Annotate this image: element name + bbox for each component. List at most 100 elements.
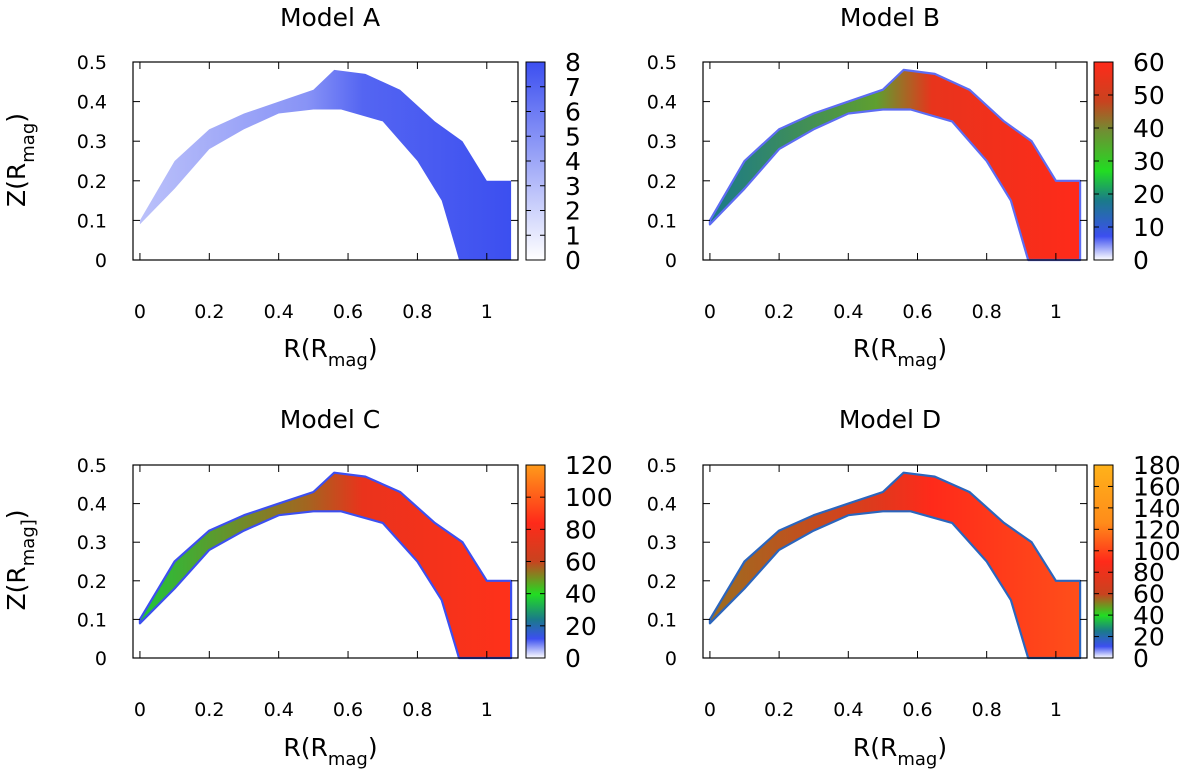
colorbar-tick-label: 8 xyxy=(565,48,581,77)
x-axis-label-sub: mag xyxy=(328,350,368,371)
colorbar-tick-label: 100 xyxy=(565,483,613,512)
colorbar-tick-label: 1 xyxy=(565,221,581,250)
y-tick-label: 0.3 xyxy=(77,532,107,554)
y-axis-label-main: Z(R xyxy=(2,163,31,207)
x-tick-label: 0.6 xyxy=(333,699,363,721)
colorbar-tick-label: 7 xyxy=(565,73,581,102)
colorbar-tick-label: 100 xyxy=(1133,537,1181,566)
colorbar-tick-label: 60 xyxy=(565,548,597,577)
x-axis-label-close: ) xyxy=(368,334,378,363)
y-tick-label: 0.1 xyxy=(77,210,107,232)
y-axis-label-sub: mag xyxy=(18,123,39,163)
colorbar-tick-label: 20 xyxy=(1133,623,1165,652)
y-tick-label: 0.2 xyxy=(647,171,677,193)
panel-title: Model B xyxy=(840,3,940,32)
y-tick-label: 0.3 xyxy=(647,532,677,554)
x-axis-label-sub: mag xyxy=(328,749,368,770)
x-tick-label: 0.2 xyxy=(764,699,794,721)
x-tick-label: 0.8 xyxy=(972,699,1002,721)
colorbar-tick-label: 50 xyxy=(1133,81,1165,110)
x-tick-label: 0 xyxy=(134,301,146,323)
x-tick-label: 0.8 xyxy=(402,699,432,721)
plot-frame xyxy=(702,464,1088,659)
colorbar-tick-label: 10 xyxy=(1133,213,1165,242)
x-axis-label-main: R(R xyxy=(853,334,898,363)
y-axis-label-close: ) xyxy=(2,509,31,519)
colorbar-tick-label: 60 xyxy=(1133,580,1165,609)
y-tick-label: 0.5 xyxy=(77,52,107,74)
panel-4: Model D 0 0.2 0.4 0.6 0.8 1 0 0.1 0.2 0.3 0.4 0.5 R(R… xyxy=(647,405,1181,770)
y-tick-label: 0.3 xyxy=(647,131,677,153)
x-tick-label: 0.8 xyxy=(402,301,432,323)
panel-title: Model D xyxy=(839,405,941,434)
colorbar-tick-label: 3 xyxy=(565,172,581,201)
colorbar-tick-label: 4 xyxy=(565,147,581,176)
y-tick-label: 0.4 xyxy=(647,494,677,516)
x-tick-label: 0.4 xyxy=(833,301,863,323)
x-tick-label: 1 xyxy=(481,699,493,721)
x-axis-label-close: ) xyxy=(937,334,947,363)
x-tick-label: 0.4 xyxy=(833,699,863,721)
x-axis-label-close: ) xyxy=(937,733,947,762)
x-axis-label: R(Rmag) xyxy=(853,334,947,371)
plot-frame xyxy=(132,61,519,261)
x-tick-label: 0 xyxy=(704,301,716,323)
colorbar-tick-label: 120 xyxy=(565,451,613,480)
colorbar-tick-label: 30 xyxy=(1133,147,1165,176)
panel-title: Model C xyxy=(280,405,380,434)
colorbar xyxy=(1093,464,1114,659)
x-tick-label: 1 xyxy=(1050,699,1062,721)
y-tick-label: 0.1 xyxy=(647,210,677,232)
colorbar-tick-label: 5 xyxy=(565,122,581,151)
x-tick-label: 0.8 xyxy=(972,301,1002,323)
x-tick-label: 0.4 xyxy=(264,301,294,323)
y-tick-label: 0.5 xyxy=(647,52,677,74)
x-tick-label: 0.6 xyxy=(902,699,932,721)
colorbar-tick-label: 160 xyxy=(1133,472,1181,501)
y-tick-label: 0 xyxy=(95,648,107,670)
colorbar-tick-label: 0 xyxy=(1133,644,1149,673)
colorbar-tick-label: 80 xyxy=(1133,558,1165,587)
colorbar-tick-label: 0 xyxy=(565,644,581,673)
x-tick-label: 0.6 xyxy=(333,301,363,323)
x-axis-label-main: R(R xyxy=(853,733,898,762)
colorbar-tick-label: 20 xyxy=(1133,180,1165,209)
colorbar-tick-label: 40 xyxy=(565,580,597,609)
y-tick-label: 0.2 xyxy=(647,571,677,593)
y-axis-label: Z(Rmag) xyxy=(2,113,39,207)
y-tick-label: 0.2 xyxy=(77,171,107,193)
data-region xyxy=(138,471,513,660)
y-tick-label: 0 xyxy=(95,250,107,272)
data-region xyxy=(708,471,1082,660)
colorbar-tick-label: 2 xyxy=(565,197,581,226)
y-tick-label: 0.3 xyxy=(77,131,107,153)
plot-frame xyxy=(702,61,1088,261)
y-axis-label: Z(Rmag]) xyxy=(2,509,39,610)
x-axis-label-main: R(R xyxy=(283,334,328,363)
x-tick-label: 0.6 xyxy=(902,301,932,323)
y-tick-label: 0.1 xyxy=(77,609,107,631)
x-axis-label: R(Rmag) xyxy=(283,733,377,770)
y-tick-label: 0.5 xyxy=(647,455,677,477)
plot-frame xyxy=(132,464,519,659)
x-axis-label: R(Rmag) xyxy=(283,334,377,371)
y-tick-label: 0.2 xyxy=(77,571,107,593)
y-tick-label: 0.4 xyxy=(77,92,107,114)
colorbar-tick-label: 6 xyxy=(565,98,581,127)
panel-title: Model A xyxy=(280,3,380,32)
x-tick-label: 1 xyxy=(481,301,493,323)
panel-2: Model B 0 0.2 0.4 0.6 0.8 10 0.1 0.2 0.3 0.4 0.5 R(R… xyxy=(647,3,1165,371)
x-tick-label: 0.4 xyxy=(264,699,294,721)
colorbar-tick-label: 20 xyxy=(565,612,597,641)
y-axis-label-main: Z(R xyxy=(2,566,31,610)
x-tick-label: 0 xyxy=(134,699,146,721)
y-tick-label: 0.4 xyxy=(77,494,107,516)
x-axis-label-sub: mag xyxy=(897,749,937,770)
colorbar-tick-label: 40 xyxy=(1133,114,1165,143)
x-tick-label: 0.2 xyxy=(764,301,794,323)
colorbar-tick-label: 80 xyxy=(565,515,597,544)
y-tick-label: 0.4 xyxy=(647,92,677,114)
colorbar-tick-label: 0 xyxy=(1133,246,1149,275)
